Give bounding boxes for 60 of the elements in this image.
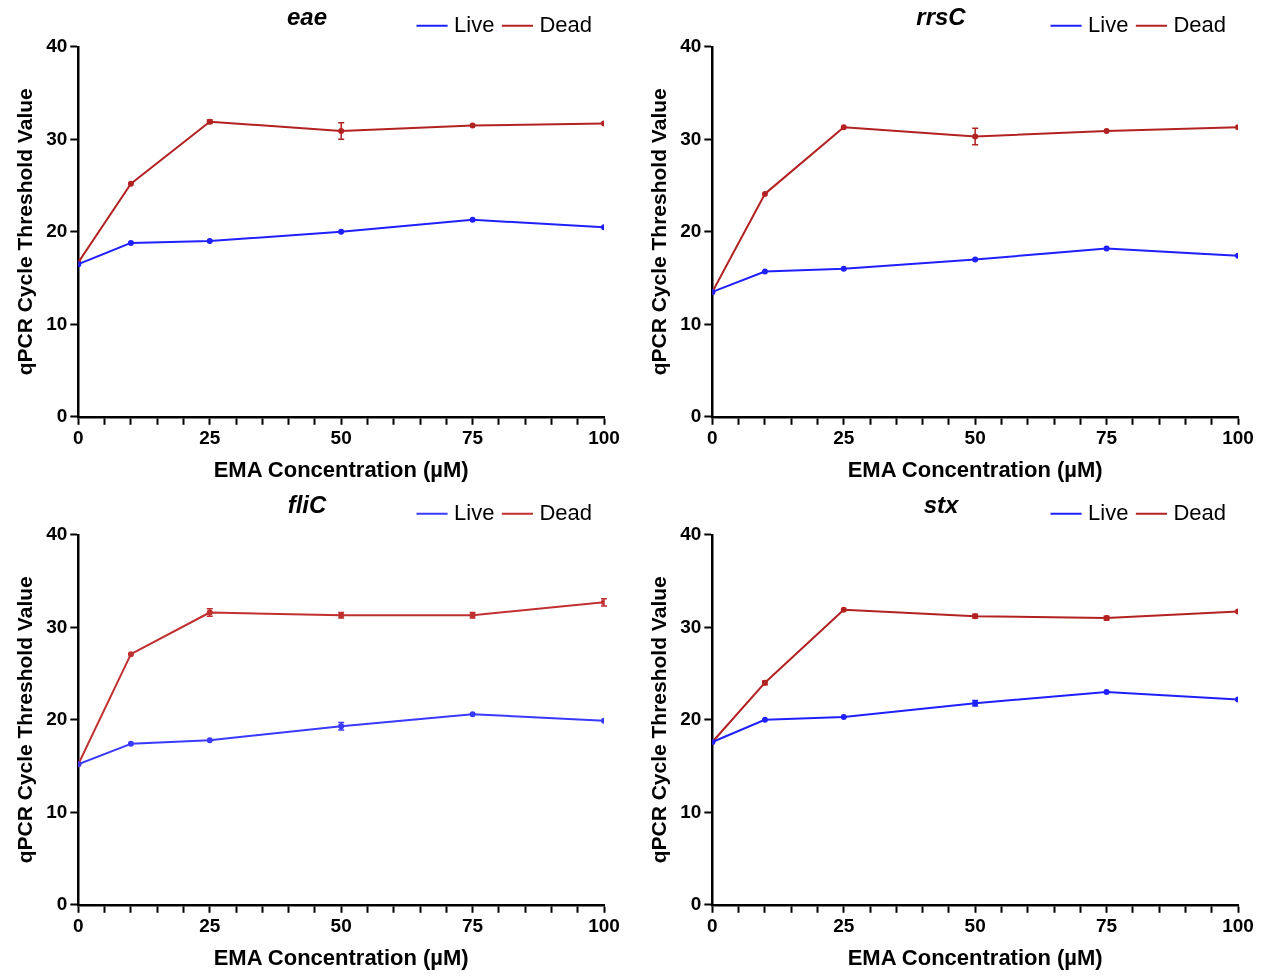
x-tick-label: 25 <box>199 427 221 449</box>
x-tick-label: 25 <box>199 915 221 937</box>
x-tick-label: 100 <box>588 915 620 937</box>
legend-label: Live <box>454 499 495 525</box>
x-tick-label: 25 <box>833 915 855 937</box>
y-tick-label: 40 <box>46 523 68 545</box>
x-axis-title: EMA Concentration (µM) <box>847 456 1103 482</box>
y-tick-label: 10 <box>46 312 68 334</box>
legend-label: Dead <box>1173 499 1226 525</box>
x-axis-title: EMA Concentration (µM) <box>213 944 469 970</box>
y-axis-title: qPCR Cycle Threshold Value <box>647 88 671 376</box>
y-tick-label: 0 <box>690 405 702 427</box>
y-tick-label: 10 <box>46 800 68 822</box>
legend-label: Live <box>454 11 495 37</box>
y-tick-label: 30 <box>46 615 68 637</box>
y-tick-label: 10 <box>680 800 702 822</box>
x-tick-label: 0 <box>73 915 84 937</box>
x-tick-label: 0 <box>707 427 718 449</box>
chart-title: fliC <box>287 491 327 519</box>
x-tick-label: 100 <box>1222 915 1254 937</box>
y-axis-title: qPCR Cycle Threshold Value <box>647 576 671 864</box>
legend-label: Dead <box>1173 11 1226 37</box>
y-tick-label: 20 <box>680 708 702 730</box>
x-axis-title: EMA Concentration (µM) <box>847 944 1103 970</box>
x-tick-label: 50 <box>964 427 986 449</box>
y-tick-label: 0 <box>56 405 68 427</box>
y-tick-label: 40 <box>46 35 68 57</box>
y-tick-label: 10 <box>680 312 702 334</box>
x-tick-label: 75 <box>1096 427 1118 449</box>
legend-label: Dead <box>539 499 592 525</box>
y-tick-label: 30 <box>680 127 702 149</box>
chart-title: stx <box>923 491 960 519</box>
y-tick-label: 40 <box>680 35 702 57</box>
y-tick-label: 30 <box>680 615 702 637</box>
y-tick-label: 0 <box>56 893 68 915</box>
chart-title: eae <box>286 3 328 31</box>
y-axis-title: qPCR Cycle Threshold Value <box>13 576 37 864</box>
x-tick-label: 75 <box>462 427 484 449</box>
x-tick-label: 100 <box>588 427 620 449</box>
x-tick-label: 50 <box>964 915 986 937</box>
chart-title: rrsC <box>916 3 967 31</box>
x-tick-label: 50 <box>330 915 352 937</box>
y-tick-label: 20 <box>46 220 68 242</box>
x-tick-label: 75 <box>462 915 484 937</box>
y-axis-title: qPCR Cycle Threshold Value <box>13 88 37 376</box>
y-tick-label: 30 <box>46 127 68 149</box>
y-tick-label: 20 <box>680 220 702 242</box>
y-tick-label: 40 <box>680 523 702 545</box>
x-tick-label: 75 <box>1096 915 1118 937</box>
x-axis-title: EMA Concentration (µM) <box>213 456 469 482</box>
legend-label: Live <box>1088 499 1129 525</box>
x-tick-label: 100 <box>1222 427 1254 449</box>
legend-label: Live <box>1088 11 1129 37</box>
y-tick-label: 20 <box>46 708 68 730</box>
x-tick-label: 50 <box>330 427 352 449</box>
legend-label: Dead <box>539 11 592 37</box>
x-tick-label: 25 <box>833 427 855 449</box>
y-tick-label: 0 <box>690 893 702 915</box>
x-tick-label: 0 <box>707 915 718 937</box>
x-tick-label: 0 <box>73 427 84 449</box>
